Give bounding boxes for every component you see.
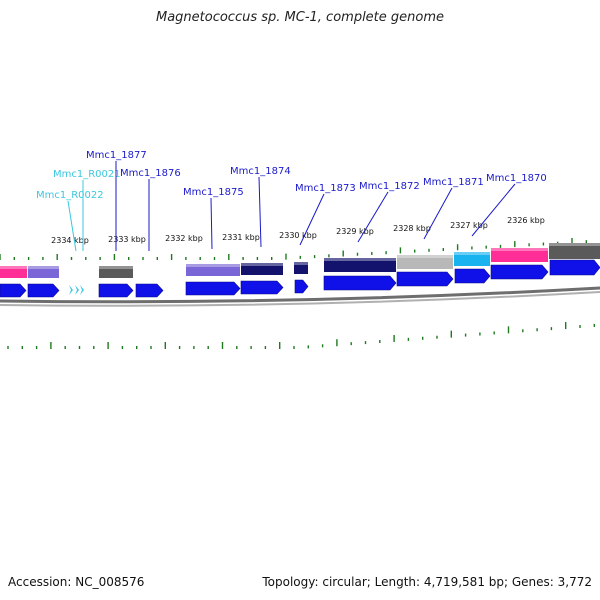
- kbp-label: 2330 kbp: [279, 231, 317, 240]
- gene-arrow: [490, 264, 549, 280]
- cog-bar: [397, 255, 453, 269]
- gene-label[interactable]: Mmc1_1875: [183, 187, 244, 198]
- gene-label[interactable]: Mmc1_1870: [486, 173, 547, 184]
- cog-bar-highlight: [549, 243, 600, 246]
- cog-bar-highlight: [491, 248, 548, 251]
- leader-line: [423, 187, 453, 240]
- cog-bar: [294, 262, 308, 274]
- accession-text: Accession: NC_008576: [8, 575, 145, 589]
- gene-labels: Mmc1_R0022Mmc1_R0021Mmc1_1877Mmc1_1876Mm…: [36, 150, 547, 252]
- gene-arrow: [27, 283, 60, 298]
- cog-bar-highlight: [454, 252, 490, 255]
- trna-arrow: [80, 285, 84, 295]
- gene-label[interactable]: Mmc1_1873: [295, 183, 356, 194]
- cog-bar-highlight: [28, 266, 59, 269]
- gene-arrow: [396, 271, 454, 287]
- gene-arrow: [0, 283, 27, 298]
- leader-line: [67, 200, 77, 252]
- gene-label[interactable]: Mmc1_R0022: [36, 190, 104, 201]
- backbone-outer: [0, 286, 600, 304]
- cog-bar: [324, 258, 396, 272]
- gene-arrow: [135, 283, 164, 298]
- cog-bar-highlight: [0, 266, 27, 269]
- tick-row-inner: [7, 322, 595, 349]
- leader-line: [210, 197, 213, 250]
- gene-label[interactable]: Mmc1_R0021: [53, 169, 121, 180]
- cog-bar: [0, 266, 27, 278]
- gene-label[interactable]: Mmc1_1871: [423, 177, 484, 188]
- gene-arrow: [323, 275, 397, 291]
- cog-bar: [549, 243, 600, 259]
- kbp-label: 2326 kbp: [507, 216, 545, 225]
- kbp-scale: 2334 kbp 2333 kbp 2332 kbp 2331 kbp 2330 kbp…: [51, 216, 545, 245]
- cog-bar: [99, 266, 133, 278]
- gene-label[interactable]: Mmc1_1877: [86, 150, 147, 161]
- kbp-label: 2332 kbp: [165, 234, 203, 243]
- kbp-label: 2333 kbp: [108, 235, 146, 244]
- kbp-label: 2334 kbp: [51, 236, 89, 245]
- kbp-label: 2328 kbp: [393, 224, 431, 233]
- leader-line: [357, 191, 389, 243]
- gene-arrow: [549, 259, 600, 276]
- tick-row-outer: [0, 237, 587, 260]
- gene-arrow: [294, 279, 309, 294]
- gene-arrow: [454, 268, 491, 284]
- leader-line: [471, 183, 516, 237]
- cog-bar: [241, 263, 283, 275]
- cog-bar-highlight: [324, 258, 396, 261]
- kbp-label: 2331 kbp: [222, 233, 260, 242]
- gene-arrow: [185, 281, 241, 296]
- gene-label[interactable]: Mmc1_1872: [359, 181, 420, 192]
- trna-arrow: [69, 285, 73, 295]
- backbone-inner: [0, 291, 600, 307]
- cog-bar-highlight: [99, 266, 133, 269]
- gene-arrow: [98, 283, 134, 298]
- gene-label[interactable]: Mmc1_1876: [120, 168, 181, 179]
- kbp-label: 2327 kbp: [450, 221, 488, 230]
- gene-label[interactable]: Mmc1_1874: [230, 166, 291, 177]
- cog-bar-highlight: [294, 262, 308, 265]
- cog-bar-highlight: [397, 255, 453, 258]
- kbp-label: 2329 kbp: [336, 227, 374, 236]
- cog-bar: [28, 266, 59, 278]
- gene-arrow: [240, 280, 284, 295]
- cog-track: [0, 243, 600, 278]
- cog-bar-highlight: [241, 263, 283, 266]
- cog-bar-highlight: [186, 264, 240, 267]
- leader-line: [299, 193, 325, 246]
- map-title: Magnetococcus sp. MC-1, complete genome: [155, 10, 445, 25]
- trna-arrow: [75, 285, 79, 295]
- cog-bar: [491, 248, 548, 262]
- cog-bar: [186, 264, 240, 276]
- leader-line: [258, 176, 262, 248]
- gene-track: [0, 259, 600, 298]
- summary-text: Topology: circular; Length: 4,719,581 bp…: [262, 575, 592, 589]
- cog-bar: [454, 252, 490, 266]
